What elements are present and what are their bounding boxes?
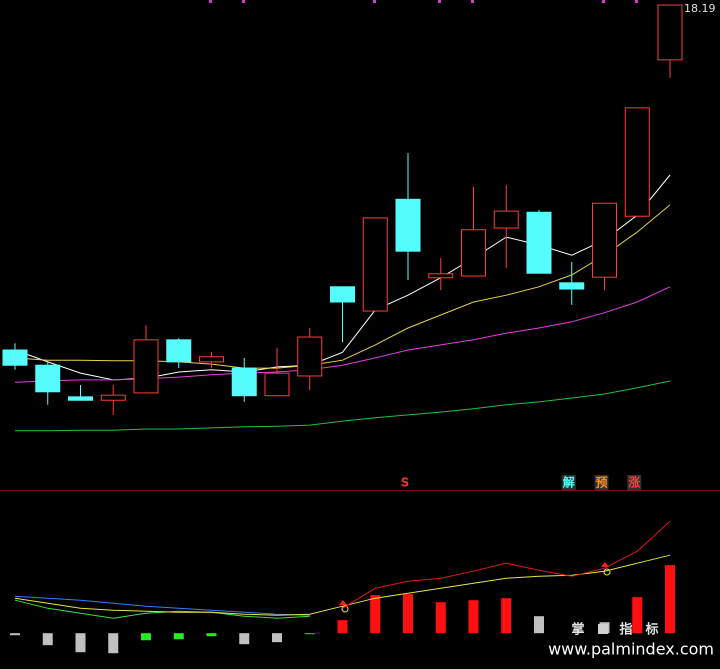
indicator-bar (75, 633, 86, 653)
indicator-bar (632, 597, 643, 634)
indicator-line (15, 380, 671, 432)
candle-body (624, 107, 650, 217)
candle-body (592, 202, 617, 278)
indicator-line (14, 595, 310, 616)
candle-body (35, 364, 61, 393)
top-dots (209, 0, 638, 3)
indicator-line (14, 204, 671, 369)
bottom-label: 掌 (571, 622, 584, 638)
candle-body (100, 394, 126, 401)
candle-body (264, 372, 290, 397)
candle-body (559, 282, 585, 290)
candle-body (395, 198, 421, 252)
indicator-bar (370, 595, 381, 634)
signal-label: S (401, 476, 410, 490)
candle-body (526, 211, 552, 274)
indicator-bar (665, 565, 675, 634)
signal-box (561, 475, 576, 490)
candle-body (68, 396, 93, 401)
candle-body (428, 273, 454, 279)
candle-body (2, 349, 28, 366)
indicator-bar (435, 602, 446, 634)
indicator-bar (272, 633, 282, 643)
bottom-label-mark (598, 624, 608, 634)
indicator-bar (10, 633, 20, 636)
candle-body (362, 217, 388, 312)
signal-box (627, 475, 642, 490)
signal-box (594, 475, 609, 490)
indicator-bar (108, 633, 119, 654)
indicator-bar (468, 600, 479, 634)
indicator-bar (42, 633, 53, 646)
candle-body (199, 356, 224, 363)
candle-body (231, 367, 257, 397)
indicator-bar (403, 594, 413, 634)
high-label: 18.19 (684, 2, 716, 15)
signal-label: 预 (595, 476, 607, 490)
candle-body (166, 339, 192, 363)
candle-body (330, 286, 355, 303)
indicator-bar (337, 620, 348, 634)
indicator-bar (501, 598, 512, 634)
indicator-bar (206, 633, 217, 637)
signal-label: 涨 (628, 475, 640, 490)
candle-body (133, 339, 159, 394)
candle-body (657, 4, 683, 61)
candle-body (493, 210, 519, 229)
signal-arrows (339, 562, 611, 613)
candle-body (297, 336, 323, 377)
indicator-line (14, 554, 671, 616)
indicator-line (342, 520, 671, 609)
bottom-label: 标 (644, 622, 658, 638)
indicator-bar (141, 633, 151, 641)
indicator-bar (173, 633, 184, 640)
candle-body (461, 229, 486, 277)
indicator-bar (304, 633, 315, 635)
indicator-line (14, 599, 310, 619)
bottom-label: 指 (619, 622, 632, 638)
signal-label: 解 (563, 475, 575, 490)
watermark: www.palmindex.com (548, 640, 714, 659)
indicator-line (14, 286, 671, 383)
indicator-bar (534, 616, 544, 634)
indicator-bar (239, 633, 250, 645)
